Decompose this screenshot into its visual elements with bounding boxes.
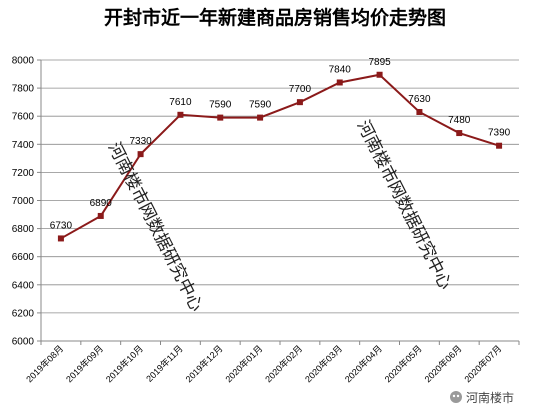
y-axis: 6000 6200 6400 6600 6800 7000 7200 7400 7600 7800…	[12, 56, 42, 348]
y-tick-label: 6400	[12, 280, 35, 291]
data-label: 6730	[50, 220, 73, 231]
data-point	[496, 142, 503, 149]
data-label: 7840	[329, 64, 352, 75]
data-label: 7630	[408, 94, 431, 105]
y-tick-label: 7200	[12, 168, 35, 179]
data-point	[416, 108, 423, 115]
data-label: 7700	[289, 84, 312, 95]
y-tick-label: 7800	[12, 84, 35, 95]
data-point	[456, 130, 463, 137]
y-tick-label: 7600	[12, 112, 35, 123]
data-point	[137, 151, 144, 158]
data-label: 7590	[249, 100, 272, 111]
data-label: 7895	[368, 57, 391, 68]
chart-title: 开封市近一年新建商品房销售均价走势图	[104, 6, 446, 29]
data-point	[217, 114, 224, 121]
data-point	[257, 114, 264, 121]
data-label: 7330	[129, 136, 152, 147]
wechat-icon-eye	[452, 394, 456, 398]
data-point	[177, 111, 184, 118]
y-tick-label: 6600	[12, 252, 35, 263]
data-label: 7590	[209, 100, 232, 111]
y-tick-label: 8000	[12, 56, 35, 67]
data-point	[296, 99, 303, 106]
gridlines	[41, 59, 519, 342]
data-points	[57, 71, 503, 242]
data-point	[57, 235, 64, 242]
y-tick-label: 6200	[12, 308, 35, 319]
data-point	[97, 212, 104, 219]
data-label: 6890	[90, 198, 113, 209]
wechat-icon-eye	[456, 394, 460, 398]
series-path	[60, 73, 500, 240]
data-label: 7610	[169, 97, 192, 108]
series-line	[60, 73, 500, 240]
data-labels: 6730 6890 7330 7610 7590 7590 7700 7840 7895 7630…	[50, 57, 511, 232]
y-tick-label: 7400	[12, 140, 35, 151]
y-tick-label: 6800	[12, 224, 35, 235]
data-label: 7480	[448, 115, 471, 126]
data-label: 7390	[488, 128, 511, 139]
y-tick-label: 6000	[12, 337, 35, 348]
data-point	[336, 79, 343, 86]
y-tick-label: 7000	[12, 196, 35, 207]
wechat-icon	[450, 391, 462, 403]
brand-badge: 河南楼市	[450, 390, 514, 405]
brand-label: 河南楼市	[466, 390, 514, 405]
data-point	[376, 71, 383, 78]
